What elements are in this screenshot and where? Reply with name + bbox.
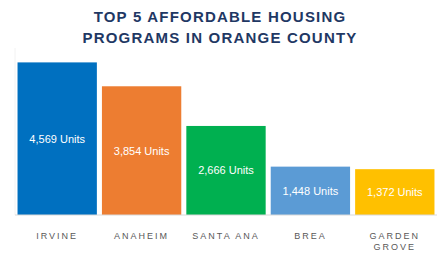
data-label: 2,666 Units [198,164,254,176]
category-label: SANTA ANA [186,231,265,242]
bar [102,86,181,215]
y-axis-line [15,48,16,215]
category-label: BREA [271,231,350,242]
data-label: 1,372 Units [367,186,423,198]
chart-svg: 4,569 Units 3,854 Units 2,666 Units 1,448 U… [0,0,441,255]
bar [18,62,97,215]
data-label: 1,448 Units [283,185,339,197]
chart-title: TOP 5 AFFORDABLE HOUSING PROGRAMS IN ORA… [70,6,370,48]
category-label: IRVINE [18,231,97,242]
bar [186,126,265,215]
bar [271,167,350,215]
x-axis-line [15,215,437,216]
data-label: 4,569 Units [29,133,85,145]
data-label: 3,854 Units [114,145,170,157]
bar [355,169,434,215]
bars [18,62,435,215]
category-label: GARDEN GROVE [355,231,434,253]
category-label: ANAHEIM [102,231,181,242]
